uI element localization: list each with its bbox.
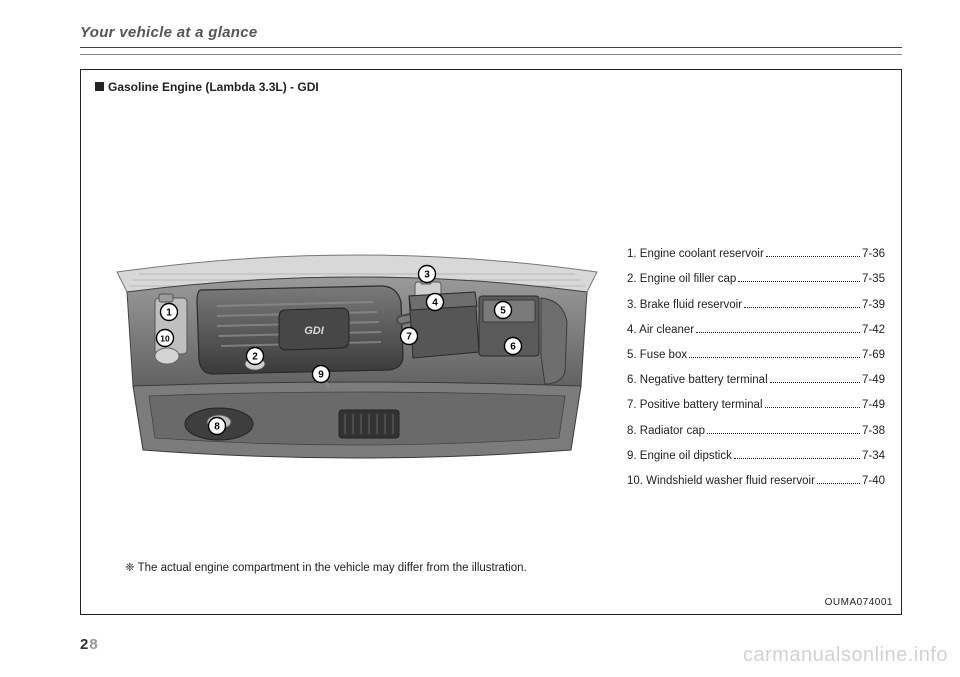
square-bullet-icon — [95, 82, 104, 91]
list-item-page: 7-39 — [862, 300, 885, 312]
list-item-label: 3. Brake fluid reservoir — [627, 300, 742, 312]
list-item-page: 7-69 — [862, 350, 885, 362]
list-item: 1. Engine coolant reservoir 7-36 — [627, 248, 885, 261]
callout-marker: 1 — [161, 304, 178, 321]
svg-text:3: 3 — [424, 270, 430, 281]
list-item: 9. Engine oil dipstick 7-34 — [627, 450, 885, 463]
list-item-label: 2. Engine oil filler cap — [627, 274, 736, 286]
list-item-label: 7. Positive battery terminal — [627, 400, 763, 412]
leader-dots — [817, 475, 860, 484]
callout-marker: 5 — [495, 302, 512, 319]
engine-variant-text: Gasoline Engine (Lambda 3.3L) - GDI — [108, 80, 319, 94]
svg-text:5: 5 — [500, 306, 506, 317]
callout-marker: 10 — [157, 330, 174, 347]
leader-dots — [744, 298, 860, 307]
callout-marker: 8 — [209, 418, 226, 435]
svg-text:6: 6 — [510, 342, 516, 353]
leader-dots — [766, 248, 860, 257]
page-number-page: 8 — [89, 636, 97, 653]
list-item-page: 7-34 — [862, 451, 885, 463]
svg-text:1: 1 — [166, 308, 172, 319]
page-number-chapter: 2 — [80, 636, 88, 653]
callout-marker: 3 — [419, 266, 436, 283]
leader-dots — [738, 273, 860, 282]
section-title: Your vehicle at a glance — [80, 24, 902, 48]
watermark: carmanualsonline.info — [743, 644, 948, 667]
list-item-label: 5. Fuse box — [627, 350, 687, 362]
page: Your vehicle at a glance Gasoline Engine… — [0, 0, 960, 677]
list-item-page: 7-40 — [862, 476, 885, 488]
list-item-label: 4. Air cleaner — [627, 325, 694, 337]
svg-text:2: 2 — [252, 352, 258, 363]
list-item-label: 8. Radiator cap — [627, 426, 705, 438]
list-item-page: 7-49 — [862, 400, 885, 412]
callout-marker: 9 — [313, 366, 330, 383]
list-item-page: 7-42 — [862, 325, 885, 337]
svg-text:7: 7 — [406, 332, 412, 343]
list-item-label: 1. Engine coolant reservoir — [627, 249, 764, 261]
list-item-page: 7-36 — [862, 249, 885, 261]
callout-marker: 7 — [401, 328, 418, 345]
leader-dots — [689, 349, 860, 358]
component-list: 1. Engine coolant reservoir 7-36 2. Engin… — [627, 248, 885, 500]
svg-text:10: 10 — [160, 334, 170, 344]
list-item-label: 6. Negative battery terminal — [627, 375, 768, 387]
leader-dots — [734, 450, 860, 459]
list-item-page: 7-35 — [862, 274, 885, 286]
leader-dots — [707, 424, 860, 433]
callout-marker: 6 — [505, 338, 522, 355]
figure-code: OUMA074001 — [825, 597, 893, 608]
leader-dots — [765, 399, 860, 408]
svg-text:9: 9 — [318, 370, 324, 381]
callout-marker: 2 — [247, 348, 264, 365]
illustration-footnote: ❈ The actual engine compartment in the v… — [125, 560, 527, 574]
list-item: 2. Engine oil filler cap 7-35 — [627, 273, 885, 286]
list-item-page: 7-49 — [862, 375, 885, 387]
callout-marker: 4 — [427, 294, 444, 311]
page-number: 28 — [80, 636, 98, 653]
list-item: 4. Air cleaner 7-42 — [627, 324, 885, 337]
list-item: 8. Radiator cap 7-38 — [627, 424, 885, 437]
list-item: 5. Fuse box 7-69 — [627, 349, 885, 362]
leader-dots — [770, 374, 860, 383]
list-item: 3. Brake fluid reservoir 7-39 — [627, 298, 885, 311]
svg-text:4: 4 — [432, 298, 438, 309]
svg-text:8: 8 — [214, 422, 220, 433]
list-item: 10. Windshield washer fluid reservoir 7-… — [627, 475, 885, 488]
list-item-page: 7-38 — [862, 426, 885, 438]
list-item-label: 9. Engine oil dipstick — [627, 451, 732, 463]
leader-dots — [696, 324, 860, 333]
engine-illustration: GDI — [109, 236, 605, 472]
list-item: 6. Negative battery terminal 7-49 — [627, 374, 885, 387]
list-item: 7. Positive battery terminal 7-49 — [627, 399, 885, 412]
list-item-label: 10. Windshield washer fluid reservoir — [627, 476, 815, 488]
engine-variant-label: Gasoline Engine (Lambda 3.3L) - GDI — [95, 80, 319, 94]
figure-panel: Gasoline Engine (Lambda 3.3L) - GDI — [80, 69, 902, 615]
divider — [80, 54, 902, 55]
engine-badge-text: GDI — [304, 325, 325, 337]
